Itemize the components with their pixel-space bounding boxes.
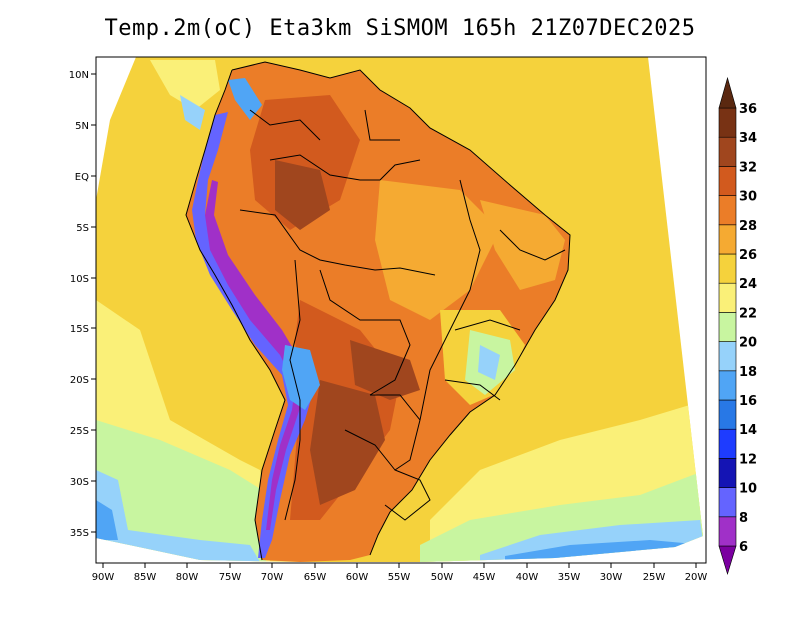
andes-very-cold: [205, 180, 306, 530]
ocean-pacific-colder: [96, 500, 118, 540]
altiplano-cool: [282, 345, 320, 410]
model-domain: [96, 57, 703, 562]
lon-label: 25W: [643, 572, 666, 583]
map-title: Temp.2m(oC) Eta3km SiSMOM 165h 21Z07DEC2…: [104, 16, 696, 41]
lat-label: 25S: [70, 426, 89, 437]
colorbar-segment: [718, 370, 737, 401]
political-borders: [185, 61, 571, 561]
border-brazil-states-2: [499, 229, 566, 261]
colorbar-segment: [718, 341, 737, 372]
very-hot-region-amazon: [275, 160, 330, 230]
very-hot-region-pantanal: [350, 340, 420, 400]
colorbar-segment: [718, 282, 737, 313]
border-brazil-states-1: [419, 179, 481, 421]
latitude-axis: 10N 5N EQ 5S 10S 15S 20S 25S 30S 35S: [69, 70, 96, 539]
lat-label: 30S: [70, 477, 89, 488]
border-brazil-states-3: [454, 319, 521, 331]
lat-label: 15S: [70, 324, 89, 335]
colorbar-segment: [718, 195, 737, 226]
border-colombia: [249, 109, 321, 141]
lon-label: 30W: [600, 572, 623, 583]
lon-label: 55W: [388, 572, 411, 583]
lat-label: EQ: [75, 172, 89, 183]
border-chile-argentina: [284, 259, 301, 521]
lon-label: 35W: [558, 572, 581, 583]
colorbar: 6 8 10 12 14 16 18 20 22 24 26 28 30 32 34 36: [718, 76, 757, 576]
colorbar-max-arrow: [718, 76, 737, 109]
colorbar-label: 10: [739, 482, 757, 497]
colorbar-label: 14: [739, 423, 757, 438]
longitude-axis: 90W 85W 80W 75W 70W 65W 60W 55W 50W 45W …: [92, 563, 708, 583]
colorbar-label: 36: [739, 102, 757, 117]
lon-label: 70W: [261, 572, 284, 583]
border-peru-brazil: [239, 209, 436, 276]
ocean-pacific-coastal-cold: [180, 95, 205, 130]
ocean-pacific-cool: [96, 420, 266, 562]
lon-label: 75W: [219, 572, 242, 583]
ocean-caribbean-mild: [150, 60, 220, 110]
colorbar-label: 18: [739, 365, 757, 380]
colorbar-label: 26: [739, 248, 757, 263]
border-north: [269, 154, 421, 181]
lat-label: 5N: [75, 121, 89, 132]
northern-andes: [228, 78, 262, 120]
lat-label: 5S: [76, 223, 89, 234]
colorbar-label: 20: [739, 336, 757, 351]
colorbar-segment: [718, 136, 737, 167]
ocean-pacific-cold: [96, 470, 260, 562]
colorbar-segment: [718, 312, 737, 342]
colorbar-label: 12: [739, 452, 757, 467]
lon-label: 40W: [516, 572, 539, 583]
border-brazil-states-4: [444, 379, 501, 401]
border-uruguay: [384, 469, 431, 521]
colorbar-label: 32: [739, 160, 757, 175]
colorbar-label: 34: [739, 131, 757, 146]
coastline-pacific: [185, 69, 286, 561]
lon-label: 45W: [473, 572, 496, 583]
lat-label: 20S: [70, 375, 89, 386]
colorbar-segment: [718, 399, 737, 430]
lon-label: 90W: [92, 572, 115, 583]
colorbar-label: 16: [739, 394, 757, 409]
lon-label: 80W: [176, 572, 199, 583]
latitude-ticks: [91, 73, 96, 533]
colorbar-label: 30: [739, 190, 757, 205]
colorbar-label: 8: [739, 511, 748, 526]
very-hot-region-chaco: [310, 380, 385, 505]
lon-label: 20W: [685, 572, 708, 583]
cold-region-highlands: [478, 345, 500, 380]
colorbar-segment: [718, 107, 737, 138]
colorbar-min-arrow: [718, 545, 737, 576]
lon-label: 50W: [431, 572, 454, 583]
colorbar-segment: [718, 224, 737, 255]
colorbar-label: 22: [739, 306, 757, 321]
colorbar-label: 28: [739, 219, 757, 234]
border-guianas: [364, 109, 400, 141]
lon-label: 60W: [346, 572, 369, 583]
lat-label: 10N: [69, 70, 89, 81]
lat-label: 10S: [70, 274, 89, 285]
colorbar-segment: [718, 458, 737, 488]
colorbar-segment: [718, 253, 737, 284]
longitude-ticks: [102, 563, 697, 568]
border-paraguay: [344, 394, 421, 471]
lon-label: 85W: [134, 572, 157, 583]
colorbar-segment: [718, 428, 737, 459]
colorbar-label: 24: [739, 277, 757, 292]
lon-label: 65W: [304, 572, 327, 583]
border-bolivia: [319, 269, 411, 396]
lat-label: 35S: [70, 528, 89, 539]
map-frame: [95, 56, 707, 564]
coastline-atlantic: [231, 61, 571, 556]
colorbar-label: 6: [739, 540, 748, 555]
colorbar-segment: [718, 487, 737, 518]
colorbar-segment: [718, 516, 737, 547]
warm-region-northeast: [480, 200, 565, 290]
colorbar-segment: [718, 166, 737, 196]
